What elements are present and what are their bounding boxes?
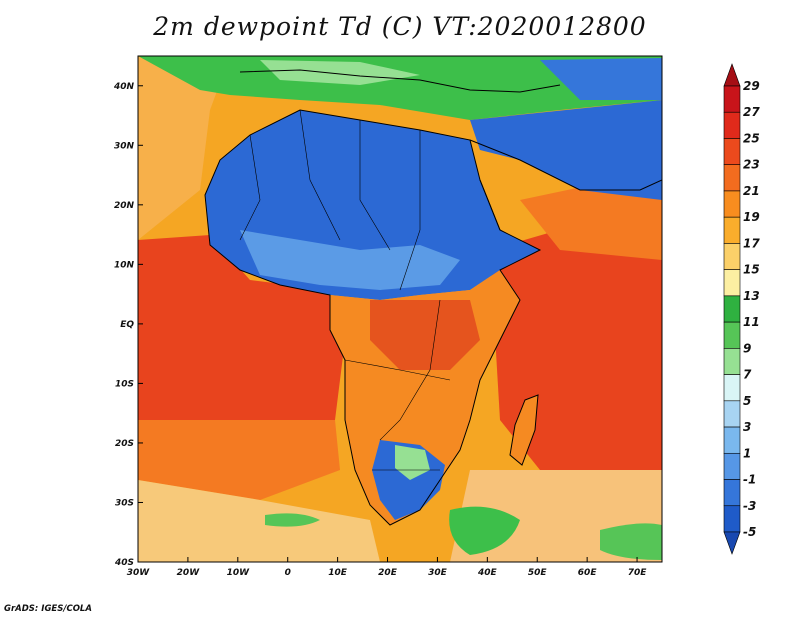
lon-tick-label: 70E xyxy=(628,568,648,578)
europe-lightgreen xyxy=(260,60,420,85)
lat-tick-label: 40N xyxy=(113,82,135,92)
lon-tick-label: 0 xyxy=(285,568,291,578)
lon-tick-label: 30W xyxy=(127,568,151,578)
colorbar-swatch xyxy=(723,505,741,533)
colorbar-swatch xyxy=(723,216,741,244)
longitude-axis: 30W 20W 10W 0 10E 20E 30E 40E 50E 60E 70E xyxy=(127,557,647,578)
north-atlantic-region xyxy=(138,56,230,240)
colorbar-label: 1 xyxy=(743,446,751,460)
south-atlantic-green xyxy=(265,513,320,527)
colorbar-label: 5 xyxy=(743,394,751,408)
lat-tick-label: 20S xyxy=(115,439,134,449)
colorbar-label: 17 xyxy=(743,236,760,250)
tropical-atlantic-warm xyxy=(138,235,345,430)
lon-tick-label: 40E xyxy=(477,568,498,578)
colorbar-label: 19 xyxy=(743,210,760,224)
colorbar-swatch xyxy=(723,164,741,192)
latitude-axis: 40S 30S 20S 10S EQ 10N 20N 30N 40N xyxy=(113,82,143,568)
lon-tick-label: 50E xyxy=(528,568,548,578)
colorbar-label: 21 xyxy=(743,184,760,198)
colorbar-label: 9 xyxy=(743,341,751,355)
colorbar-swatch xyxy=(723,63,741,87)
lon-tick-label: 60E xyxy=(578,568,598,578)
colorbar-label: 29 xyxy=(743,79,760,93)
lat-tick-label: 20N xyxy=(114,201,135,211)
colorbar-swatch xyxy=(723,321,741,349)
south-indian-green xyxy=(449,506,520,555)
colorbar-swatch xyxy=(723,452,741,480)
colorbar-swatch xyxy=(723,426,741,454)
lat-tick-label: EQ xyxy=(120,320,134,330)
colorbar-swatch xyxy=(723,138,741,166)
colorbar-swatch xyxy=(723,190,741,218)
lon-tick-label: 30E xyxy=(428,568,448,578)
colorbar-swatch xyxy=(723,85,741,113)
lon-tick-label: 20E xyxy=(378,568,398,578)
kalahari-green xyxy=(395,445,430,480)
colorbar-swatch xyxy=(723,243,741,270)
colorbar-label: -5 xyxy=(743,525,756,539)
south-atlantic-cool xyxy=(138,480,380,562)
anatolia-blue xyxy=(540,58,662,100)
grads-credit: GrADS: IGES/COLA xyxy=(4,604,92,614)
colorbar-label: 3 xyxy=(743,420,751,434)
colorbar-label: 11 xyxy=(743,315,760,329)
middle-east-blue xyxy=(470,100,662,200)
colorbar-label: 7 xyxy=(743,368,752,382)
madagascar xyxy=(510,395,538,465)
colorbar-label: 23 xyxy=(743,158,760,172)
colorbar-label: -1 xyxy=(743,473,756,487)
lon-tick-label: 20W xyxy=(177,568,201,578)
south-atlantic-mid xyxy=(138,420,340,500)
colorbar-label: 13 xyxy=(743,289,760,303)
colorbar-label: 25 xyxy=(743,131,760,145)
colorbar-swatch xyxy=(723,348,741,375)
colorbar-swatch xyxy=(723,400,741,428)
colorbar-swatch xyxy=(723,269,741,297)
colorbar-swatch xyxy=(723,479,741,507)
map-plot xyxy=(138,56,662,562)
plot-frame xyxy=(137,55,663,563)
colorbar-swatch xyxy=(723,374,741,402)
colorbar-swatch xyxy=(723,531,741,555)
colorbar-swatch xyxy=(723,111,741,139)
lat-tick-label: 30S xyxy=(115,498,134,508)
lat-tick-label: 40S xyxy=(114,558,134,568)
coastlines xyxy=(204,69,662,526)
colorbar-swatch xyxy=(723,295,741,323)
mediterranean-green xyxy=(138,56,662,120)
country-borders xyxy=(239,109,451,471)
colorbar-label: -3 xyxy=(743,499,756,513)
lat-tick-label: 10S xyxy=(115,379,134,389)
colorbar: 29 27 25 23 21 19 17 15 13 11 9 7 5 3 1 -1 -3 -5 xyxy=(723,63,760,555)
colorbar-label: 15 xyxy=(743,263,760,277)
lat-tick-label: 10N xyxy=(114,260,135,270)
congo-red xyxy=(370,300,480,370)
lat-tick-label: 30N xyxy=(114,141,135,151)
south-indian-green-east xyxy=(600,523,662,560)
map-title: 2m dewpoint Td (C) VT:2020012800 xyxy=(153,12,647,41)
lon-tick-label: 10W xyxy=(227,568,251,578)
lon-tick-label: 10E xyxy=(328,568,348,578)
colorbar-label: 27 xyxy=(743,105,760,119)
